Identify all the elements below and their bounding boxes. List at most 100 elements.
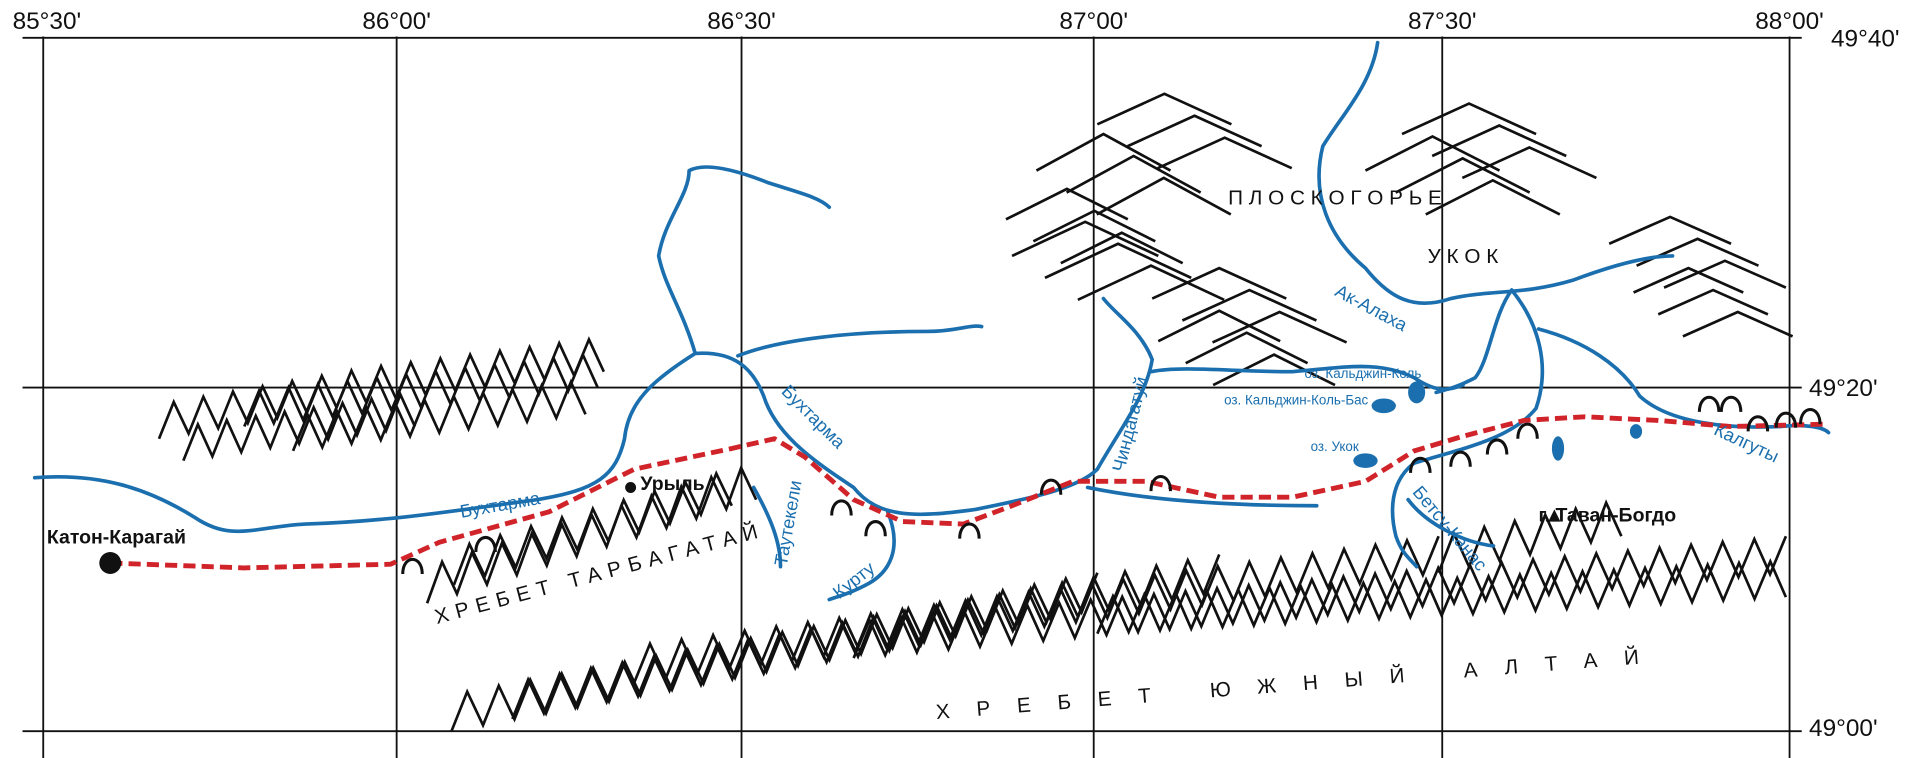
ridge xyxy=(633,535,1440,683)
plateau-hill xyxy=(1157,309,1281,343)
plateau-label: У К О К xyxy=(1428,245,1499,268)
lake-label: оз. Кальджин-Коль xyxy=(1305,366,1422,381)
river xyxy=(32,296,1155,534)
river-label: Ак-Алаха xyxy=(1332,280,1412,336)
river xyxy=(1317,40,1675,306)
river-label: Чиндагатуй xyxy=(1108,374,1152,473)
lon-label: 86°30' xyxy=(707,8,776,35)
river xyxy=(1085,485,1319,508)
plateau-hill xyxy=(1077,264,1225,302)
river xyxy=(751,485,783,569)
pass xyxy=(1746,415,1770,432)
border xyxy=(110,414,1829,571)
plateau-hill xyxy=(1151,266,1287,300)
plateau-hill xyxy=(1181,288,1317,322)
plateau-label: П Л О С К О Г О Р Ь Е xyxy=(1228,187,1442,210)
plateau-hill xyxy=(1682,310,1794,338)
plateau-hill xyxy=(1035,132,1172,172)
pass xyxy=(958,522,981,539)
pass xyxy=(1149,475,1173,492)
river xyxy=(1434,288,1514,395)
pass xyxy=(864,520,887,537)
lake xyxy=(1629,424,1643,439)
lake-label: оз. Кальджин-Коль-Бас xyxy=(1224,393,1368,408)
pass xyxy=(401,557,424,575)
pass xyxy=(830,499,853,516)
plateau-hill xyxy=(1657,288,1769,316)
plateau-hill xyxy=(1663,259,1787,289)
ridge xyxy=(852,535,1788,659)
ridge xyxy=(452,470,733,586)
lon-label: 86°00' xyxy=(362,8,431,35)
plateau-hill xyxy=(1185,331,1309,365)
passes xyxy=(401,395,1822,575)
pass xyxy=(1409,456,1432,473)
plateau-hill xyxy=(1065,154,1202,194)
pass xyxy=(1799,407,1822,425)
plateau-hill xyxy=(1633,266,1744,294)
lon-label: 87°30' xyxy=(1408,8,1477,35)
lat-label: 49°40' xyxy=(1831,25,1900,52)
plateau-hill xyxy=(1044,242,1192,280)
mountains xyxy=(157,92,1794,732)
ridge xyxy=(511,553,1221,720)
plateau-hill xyxy=(1395,156,1531,194)
ridge xyxy=(182,391,417,462)
pass xyxy=(1697,395,1721,413)
plateau-hill xyxy=(1608,215,1732,245)
lat-label: 49°20' xyxy=(1809,375,1878,402)
plateau-hill xyxy=(1401,102,1537,136)
river xyxy=(736,324,984,358)
pass xyxy=(474,535,497,553)
plateau-hill xyxy=(1461,145,1597,180)
graticule xyxy=(22,36,1802,758)
pass xyxy=(1485,438,1509,455)
plateau-hill xyxy=(1211,310,1348,344)
peak-marker xyxy=(1548,509,1561,522)
plateau-hill xyxy=(1096,92,1232,126)
lake xyxy=(1353,453,1378,468)
ridge xyxy=(157,367,368,440)
plateau-hill xyxy=(1364,134,1501,172)
river xyxy=(827,510,896,602)
lake-label: оз. Укок xyxy=(1311,439,1359,454)
lon-label: 88°00' xyxy=(1755,8,1824,35)
river xyxy=(1406,497,1496,548)
plateau-hill xyxy=(1157,136,1293,170)
lon-label: 85°30' xyxy=(13,8,82,35)
place-label: г. Таван-Богдо xyxy=(1539,505,1677,527)
ridge xyxy=(291,378,587,452)
place-label: Урыль xyxy=(640,473,704,495)
plateau-hill xyxy=(1126,114,1263,148)
plateau-hill xyxy=(1011,220,1159,258)
lake xyxy=(1551,436,1565,461)
pass xyxy=(1774,411,1798,428)
lon-label: 87°00' xyxy=(1059,8,1128,35)
ridge xyxy=(1437,499,1623,574)
village-marker xyxy=(625,481,637,493)
plateau-hill xyxy=(1060,231,1184,265)
plateau-hill xyxy=(1212,353,1336,387)
river xyxy=(656,165,832,356)
town-marker xyxy=(99,552,122,574)
plateau-hill xyxy=(1431,124,1567,158)
river-label: Бухтарма xyxy=(778,380,851,453)
place-label: Катон-Карагай xyxy=(47,527,186,549)
river-label: Бетсу-Канас xyxy=(1409,481,1492,574)
plateau-hill xyxy=(1425,178,1561,216)
plateau-hill xyxy=(1005,187,1129,221)
range-label: ХРЕБЕТ ЮЖНЫЙ АЛТАЙ xyxy=(935,643,1666,724)
river xyxy=(1390,288,1545,569)
river xyxy=(1149,364,1465,392)
pass xyxy=(1039,478,1063,495)
pass xyxy=(1719,395,1743,413)
pass xyxy=(1449,450,1472,467)
river-label: Таутекели xyxy=(770,479,806,568)
lake xyxy=(1408,381,1426,404)
lake xyxy=(1371,398,1396,414)
plateau-hill xyxy=(1096,176,1232,216)
tick-labels: 85°30' 86°00' 86°30' 87°00' 87°30' 88°00… xyxy=(13,8,1900,742)
pass xyxy=(1516,422,1539,439)
